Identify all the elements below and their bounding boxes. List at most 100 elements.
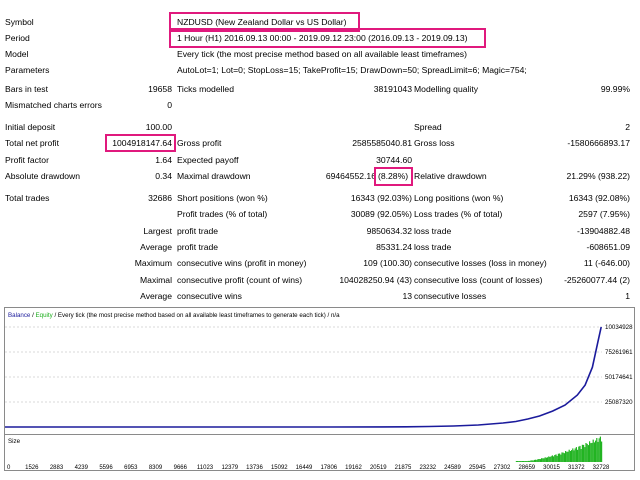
- maximal-loss-label: consecutive loss (count of losses): [414, 275, 543, 285]
- maximal-loss-value: -25260077.44 (2): [564, 275, 630, 285]
- size-bar: [580, 449, 582, 462]
- deposit-label: Initial deposit: [5, 122, 56, 132]
- profit-factor-value: 1.64: [155, 155, 172, 165]
- size-bar: [539, 459, 541, 462]
- size-bar: [581, 444, 583, 462]
- legend-equity: Equity: [36, 312, 54, 319]
- size-bar: [557, 453, 559, 462]
- total-trades-value: 32686: [148, 193, 172, 203]
- symbol-highlight: [169, 12, 360, 32]
- profit-trades-value: 30089 (92.05%): [350, 209, 412, 219]
- max-wins-label: consecutive wins (profit in money): [177, 258, 307, 268]
- size-bar: [555, 454, 557, 462]
- size-bar: [556, 455, 558, 462]
- y-tick-label: 50174641: [605, 374, 633, 381]
- y-tick-label: 10034928: [605, 324, 633, 331]
- size-bar: [530, 460, 532, 462]
- size-bar: [554, 455, 556, 462]
- maximum-label: Maximum: [134, 258, 172, 268]
- symbol-value: NZDUSD (New Zealand Dollar vs US Dollar): [177, 17, 347, 27]
- long-positions-label: Long positions (won %): [414, 193, 504, 203]
- size-bar: [520, 461, 522, 462]
- largest-label: Largest: [143, 226, 172, 236]
- y-tick-label: 25087320: [605, 399, 633, 406]
- loss-trades-value: 2597 (7.95%): [578, 209, 630, 219]
- x-tick-label: 4239: [75, 465, 89, 471]
- x-tick-label: 11023: [197, 465, 214, 471]
- model-label: Model: [5, 49, 29, 59]
- x-tick-label: 16449: [296, 465, 313, 471]
- rel-drawdown-label: Relative drawdown: [414, 171, 487, 181]
- size-bar: [568, 449, 570, 462]
- largest-profit-label: profit trade: [177, 226, 219, 236]
- spread-value: 2: [625, 122, 630, 132]
- max-drawdown-highlight: [374, 167, 413, 186]
- size-bar: [577, 449, 579, 462]
- size-bar: [596, 438, 598, 462]
- size-bar: [569, 451, 571, 462]
- size-bar: [572, 448, 574, 462]
- avg-losses-value: 1: [625, 291, 630, 301]
- gross-profit-label: Gross profit: [177, 138, 222, 148]
- size-bar: [578, 446, 580, 462]
- max-wins-value: 109 (100.30): [363, 258, 412, 268]
- gross-profit-value: 2585585040.81: [352, 138, 412, 148]
- profit-trades-label: Profit trades (% of total): [177, 209, 268, 219]
- y-gridlines: [5, 326, 602, 403]
- size-bar: [562, 452, 564, 462]
- mismatched-label: Mismatched charts errors: [5, 100, 102, 110]
- x-tick-label: 17806: [320, 465, 337, 471]
- size-bar: [598, 438, 600, 462]
- size-bar: [563, 453, 565, 462]
- size-histogram: [515, 436, 603, 462]
- max-losses-value: 11 (-646.00): [583, 258, 630, 268]
- x-tick-label: 20519: [370, 465, 387, 471]
- size-bar: [524, 461, 526, 462]
- x-tick-label: 23232: [419, 465, 436, 471]
- size-bar: [586, 443, 588, 462]
- bars-label: Bars in test: [5, 84, 48, 94]
- x-tick-label: 21875: [395, 465, 412, 471]
- size-bar: [518, 461, 520, 462]
- chart-frame: [4, 307, 635, 471]
- average-label: Average: [140, 242, 172, 252]
- x-tick-label: 25945: [469, 465, 486, 471]
- x-tick-label: 13736: [246, 465, 263, 471]
- max-drawdown-value: 69464552.16: [325, 171, 376, 181]
- average-profit-value: 85331.24: [376, 242, 412, 252]
- legend-balance: Balance: [8, 312, 31, 319]
- x-tick-label: 6953: [124, 465, 138, 471]
- size-bar: [595, 440, 597, 462]
- size-bar: [567, 451, 569, 462]
- quality-label: Modelling quality: [414, 84, 479, 94]
- period-value: 1 Hour (H1) 2016.09.13 00:00 - 2019.09.1…: [177, 33, 468, 43]
- largest-profit-value: 9850634.32: [366, 226, 412, 236]
- size-bar: [551, 455, 553, 462]
- size-bar: [583, 444, 585, 462]
- ticks-value: 38191043: [373, 84, 412, 94]
- y-tick-labels: 10034928 75261961 50174641 25087320: [605, 324, 633, 406]
- gross-loss-value: -1580666893.17: [567, 138, 630, 148]
- size-bar: [543, 458, 545, 462]
- chart-legend: Balance / Equity / Every tick (the most …: [8, 312, 340, 319]
- size-bar: [542, 458, 544, 462]
- average-profit-label: profit trade: [177, 242, 219, 252]
- balance-chart: Balance / Equity / Every tick (the most …: [4, 307, 635, 471]
- avg-consecutive-label: Average: [140, 291, 172, 301]
- expected-payoff-value: 30744.60: [376, 155, 412, 165]
- net-profit-value: 1004918147.64: [112, 138, 172, 148]
- size-bar: [519, 461, 521, 462]
- size-bar: [523, 461, 525, 462]
- size-bar: [536, 459, 538, 462]
- size-bar: [597, 441, 599, 462]
- deposit-value: 100.00: [145, 122, 172, 132]
- size-bar: [579, 445, 581, 462]
- abs-drawdown-value: 0.34: [155, 171, 172, 181]
- total-trades-label: Total trades: [5, 193, 50, 203]
- parameters-label: Parameters: [5, 65, 50, 75]
- size-bar: [547, 457, 549, 462]
- legend-separator: /: [30, 312, 35, 319]
- size-bar: [538, 459, 540, 462]
- size-bar: [571, 450, 573, 462]
- period-highlight: [169, 28, 486, 48]
